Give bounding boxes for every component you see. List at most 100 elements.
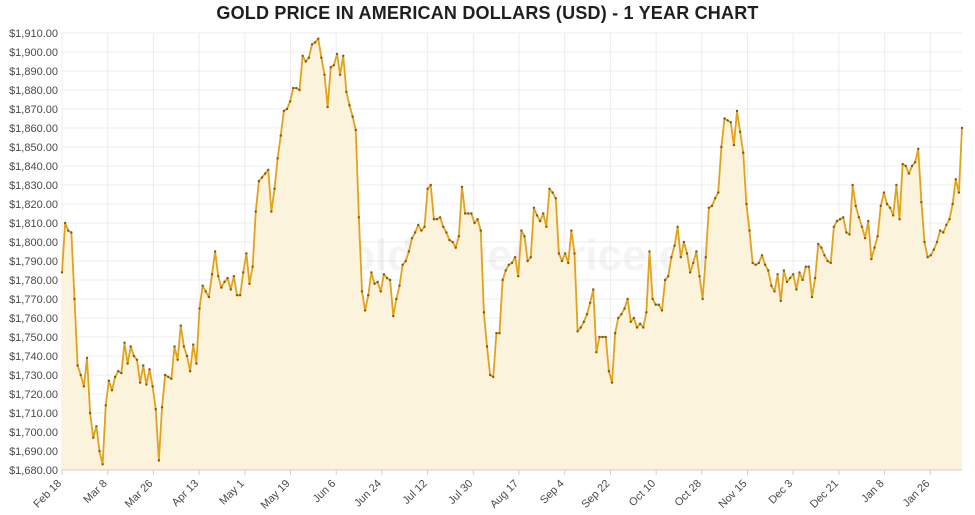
- data-point: [417, 223, 420, 227]
- data-point: [210, 273, 214, 276]
- data-point: [767, 269, 770, 272]
- data-point: [198, 307, 201, 310]
- data-point: [782, 269, 786, 272]
- data-point: [154, 408, 157, 411]
- data-point: [373, 282, 376, 285]
- data-point: [398, 284, 401, 287]
- data-point: [376, 280, 379, 284]
- data-point: [701, 297, 704, 301]
- data-point: [435, 218, 439, 221]
- chart-title: GOLD PRICE IN AMERICAN DOLLARS (USD) - 1…: [216, 3, 759, 23]
- data-point: [876, 235, 879, 238]
- data-point: [867, 219, 870, 223]
- data-point: [601, 335, 604, 339]
- data-point: [792, 273, 795, 276]
- data-point: [632, 316, 636, 320]
- data-point: [710, 204, 714, 208]
- data-point: [142, 364, 145, 367]
- data-point: [263, 172, 267, 175]
- data-point: [357, 216, 361, 219]
- y-tick-label: $1,860.00: [9, 123, 58, 135]
- data-point: [82, 385, 86, 388]
- data-point: [404, 259, 407, 263]
- data-point: [535, 214, 539, 217]
- data-point: [163, 373, 167, 377]
- y-tick-label: $1,800.00: [9, 237, 58, 249]
- data-point: [251, 265, 254, 268]
- x-tick-label: Sep 22: [579, 478, 612, 511]
- data-point: [645, 311, 648, 314]
- data-point: [279, 134, 282, 137]
- data-point: [657, 303, 661, 306]
- data-point: [63, 221, 67, 225]
- data-point: [517, 275, 520, 278]
- data-point: [682, 240, 686, 244]
- y-tick-label: $1,740.00: [9, 351, 58, 363]
- data-point: [635, 326, 639, 329]
- data-point: [185, 354, 189, 358]
- data-point: [713, 197, 717, 200]
- data-point: [323, 73, 326, 77]
- data-point: [442, 225, 445, 228]
- data-point: [860, 225, 864, 228]
- data-point: [801, 278, 804, 282]
- data-point: [879, 204, 882, 208]
- data-point: [917, 147, 920, 151]
- x-tick-label: Apr 13: [170, 478, 201, 509]
- data-point: [235, 294, 239, 297]
- data-point: [120, 371, 123, 375]
- data-point: [779, 299, 782, 303]
- x-tick-label: Sep 4: [538, 478, 567, 507]
- x-tick-label: Jul 12: [400, 478, 429, 507]
- x-tick-label: May 19: [259, 478, 293, 512]
- data-point: [307, 56, 311, 59]
- data-point: [245, 252, 248, 255]
- data-point: [123, 341, 126, 344]
- data-point: [620, 313, 623, 316]
- data-point: [467, 212, 470, 215]
- data-point: [817, 242, 820, 246]
- data-point: [473, 221, 476, 225]
- x-tick-label: Jun 6: [311, 478, 339, 506]
- data-point: [707, 206, 711, 209]
- data-point: [954, 178, 957, 181]
- data-point: [188, 370, 192, 373]
- y-tick-label: $1,820.00: [9, 199, 58, 211]
- data-point: [429, 183, 432, 187]
- data-point: [107, 379, 111, 382]
- data-point: [313, 41, 317, 44]
- data-point: [660, 309, 664, 312]
- data-point: [951, 202, 954, 206]
- data-point: [182, 345, 186, 348]
- data-point: [851, 183, 854, 187]
- data-point: [695, 250, 698, 253]
- data-point: [610, 381, 614, 384]
- data-point: [495, 332, 498, 335]
- data-point: [329, 66, 332, 69]
- x-axis: Feb 18 Mar 8 Mar 26 Apr 13 May 1 May 19 Jun 6 J…: [31, 469, 962, 512]
- data-point: [892, 214, 895, 217]
- data-point: [288, 100, 292, 103]
- data-point: [726, 119, 729, 122]
- y-tick-label: $1,880.00: [9, 85, 58, 97]
- data-point: [273, 187, 276, 190]
- data-point: [254, 210, 257, 213]
- data-point: [520, 229, 523, 232]
- data-point: [304, 60, 307, 63]
- data-point: [95, 425, 98, 428]
- data-point: [460, 185, 464, 189]
- data-point: [560, 259, 564, 263]
- data-point: [229, 288, 232, 291]
- data-point: [670, 256, 673, 259]
- data-point: [651, 297, 654, 301]
- data-point: [960, 126, 964, 130]
- data-point: [942, 231, 945, 234]
- data-point: [176, 358, 179, 361]
- data-point: [526, 259, 529, 263]
- data-point: [692, 261, 695, 265]
- data-point: [554, 197, 557, 200]
- y-tick-label: $1,750.00: [9, 332, 58, 344]
- data-point: [204, 290, 207, 293]
- data-point: [913, 161, 917, 164]
- data-point: [838, 218, 842, 221]
